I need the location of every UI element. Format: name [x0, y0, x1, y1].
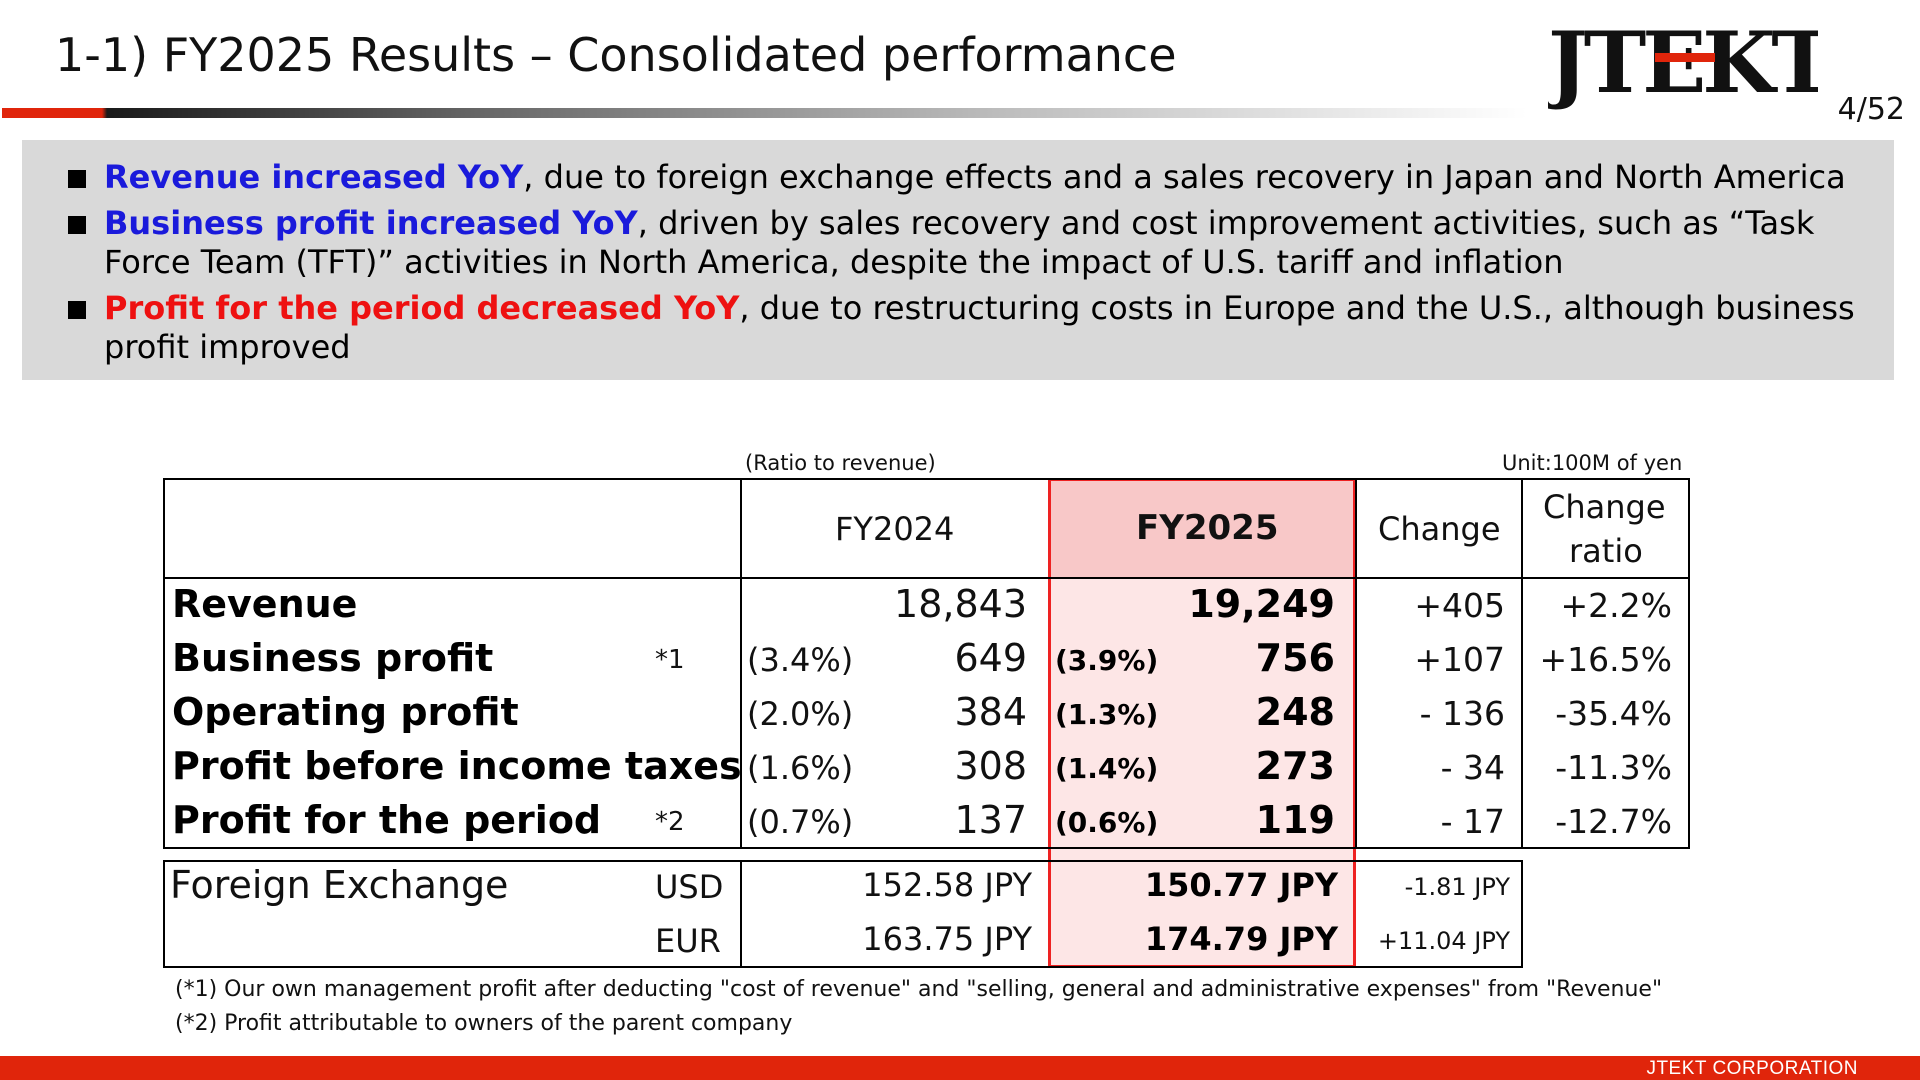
slide-title: 1-1) FY2025 Results – Consolidated perfo…: [55, 28, 1177, 82]
fy2024-value: 649: [954, 636, 1027, 680]
jtekt-logo: JTEKT: [1548, 20, 1818, 110]
summary-bullet-revenue: Revenue increased YoY, due to foreign ex…: [46, 158, 1866, 197]
fy2024-ratio: (0.7%): [747, 803, 854, 841]
row-label: Business profit: [172, 636, 494, 680]
fx-fy2024: 152.58 JPY: [862, 866, 1032, 904]
fy2024-value: 137: [954, 798, 1027, 842]
fx-label: Foreign Exchange: [170, 863, 509, 907]
fx-change: -1.81 JPY: [1404, 873, 1510, 901]
fx-currency: USD: [655, 868, 724, 906]
fy2025-ratio: (3.9%): [1055, 644, 1159, 677]
summary-bullet-business-profit: Business profit increased YoY, driven by…: [46, 204, 1866, 282]
row-label: Profit for the period: [172, 798, 602, 842]
unit-note: Unit:100M of yen: [1502, 451, 1683, 475]
fy2025-value: 756: [1255, 636, 1335, 680]
bullet-text: , due to foreign exchange effects and a …: [523, 158, 1846, 196]
page-number: 4/52: [1837, 92, 1905, 127]
header-fy2025: FY2025: [1136, 508, 1279, 548]
change-value: +107: [1414, 640, 1505, 679]
change-ratio-value: -12.7%: [1555, 802, 1672, 841]
fy2025-header-fill: [1051, 481, 1353, 578]
change-ratio-value: +16.5%: [1539, 640, 1672, 679]
square-bullet-icon: [68, 170, 86, 188]
change-value: - 34: [1440, 748, 1505, 787]
row-note: *2: [655, 807, 685, 837]
fy2025-value: 19,249: [1188, 582, 1335, 626]
logo-red-bar: [1655, 53, 1715, 62]
change-ratio-value: +2.2%: [1560, 586, 1673, 625]
footnote-2: (*2) Profit attributable to owners of th…: [175, 1011, 793, 1036]
ratio-note: (Ratio to revenue): [745, 451, 936, 475]
fx-fy2024: 163.75 JPY: [862, 920, 1032, 958]
fy2024-ratio: (2.0%): [747, 695, 854, 733]
logo-text: JTEKT: [1548, 20, 1818, 110]
fx-fy2025: 150.77 JPY: [1144, 866, 1338, 904]
header-fy2024: FY2024: [835, 510, 955, 548]
fy2024-value: 384: [954, 690, 1027, 734]
bullet-text: , due to restructuring costs in Europe a…: [104, 289, 1855, 366]
fy2024-ratio: (1.6%): [747, 749, 854, 787]
fy2025-ratio: (1.3%): [1055, 698, 1159, 731]
header-change-ratio-line2: ratio: [1569, 532, 1643, 570]
bullet-text: , driven by sales recovery and cost impr…: [104, 204, 1815, 281]
row-label: Profit before income taxes: [172, 744, 742, 788]
summary-box: Revenue increased YoY, due to foreign ex…: [22, 140, 1894, 380]
square-bullet-icon: [68, 216, 86, 234]
row-label: Revenue: [172, 582, 358, 626]
fy2024-ratio: (3.4%): [747, 641, 854, 679]
footer-company: JTEKT CORPORATION: [1646, 1058, 1858, 1079]
header-change: Change: [1378, 510, 1501, 548]
row-note: *1: [655, 645, 685, 675]
change-value: +405: [1414, 586, 1505, 625]
change-value: - 17: [1440, 802, 1505, 841]
summary-bullet-profit-period: Profit for the period decreased YoY, due…: [46, 289, 1866, 367]
footnote-1: (*1) Our own management profit after ded…: [175, 977, 1663, 1002]
fy2025-value: 248: [1255, 690, 1335, 734]
footer-bar: [0, 1056, 1920, 1080]
bullet-highlight: Profit for the period decreased YoY: [104, 289, 740, 327]
fy2024-value: 308: [954, 744, 1027, 788]
fy2024-value: 18,843: [894, 582, 1027, 626]
fy2025-ratio: (0.6%): [1055, 806, 1159, 839]
bullet-highlight: Revenue increased YoY: [104, 158, 524, 196]
fx-fy2025: 174.79 JPY: [1144, 920, 1338, 958]
change-ratio-value: -35.4%: [1555, 694, 1672, 733]
fy2025-ratio: (1.4%): [1055, 752, 1159, 785]
fx-currency: EUR: [655, 922, 721, 960]
change-value: - 136: [1419, 694, 1505, 733]
change-ratio-value: -11.3%: [1555, 748, 1672, 787]
fy2025-value: 119: [1255, 798, 1335, 842]
bullet-highlight: Business profit increased YoY: [104, 204, 638, 242]
row-label: Operating profit: [172, 690, 519, 734]
fy2025-value: 273: [1255, 744, 1335, 788]
header-change-ratio-line1: Change: [1543, 488, 1666, 526]
fx-change: +11.04 JPY: [1377, 927, 1510, 955]
square-bullet-icon: [68, 301, 86, 319]
title-rule: [2, 108, 1527, 118]
